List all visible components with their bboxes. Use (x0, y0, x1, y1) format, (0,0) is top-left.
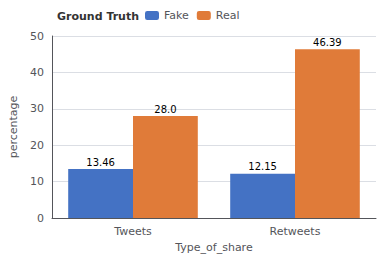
svg-text:28.0: 28.0 (154, 104, 176, 115)
svg-text:46.39: 46.39 (313, 37, 342, 48)
svg-text:Fake: Fake (164, 9, 189, 22)
svg-text:13.46: 13.46 (86, 157, 115, 168)
svg-text:0: 0 (37, 212, 44, 225)
svg-text:10: 10 (30, 175, 44, 188)
svg-text:12.15: 12.15 (248, 161, 277, 172)
svg-text:40: 40 (30, 66, 44, 79)
svg-text:Real: Real (216, 9, 240, 22)
svg-text:20: 20 (30, 139, 44, 152)
svg-text:Retweets: Retweets (270, 225, 321, 238)
svg-text:30: 30 (30, 102, 44, 115)
svg-text:Type_of_share: Type_of_share (174, 241, 253, 254)
svg-text:Tweets: Tweets (113, 225, 152, 238)
svg-text:percentage: percentage (7, 95, 20, 158)
svg-text:50: 50 (30, 30, 44, 43)
svg-text:Ground Truth: Ground Truth (57, 10, 139, 23)
